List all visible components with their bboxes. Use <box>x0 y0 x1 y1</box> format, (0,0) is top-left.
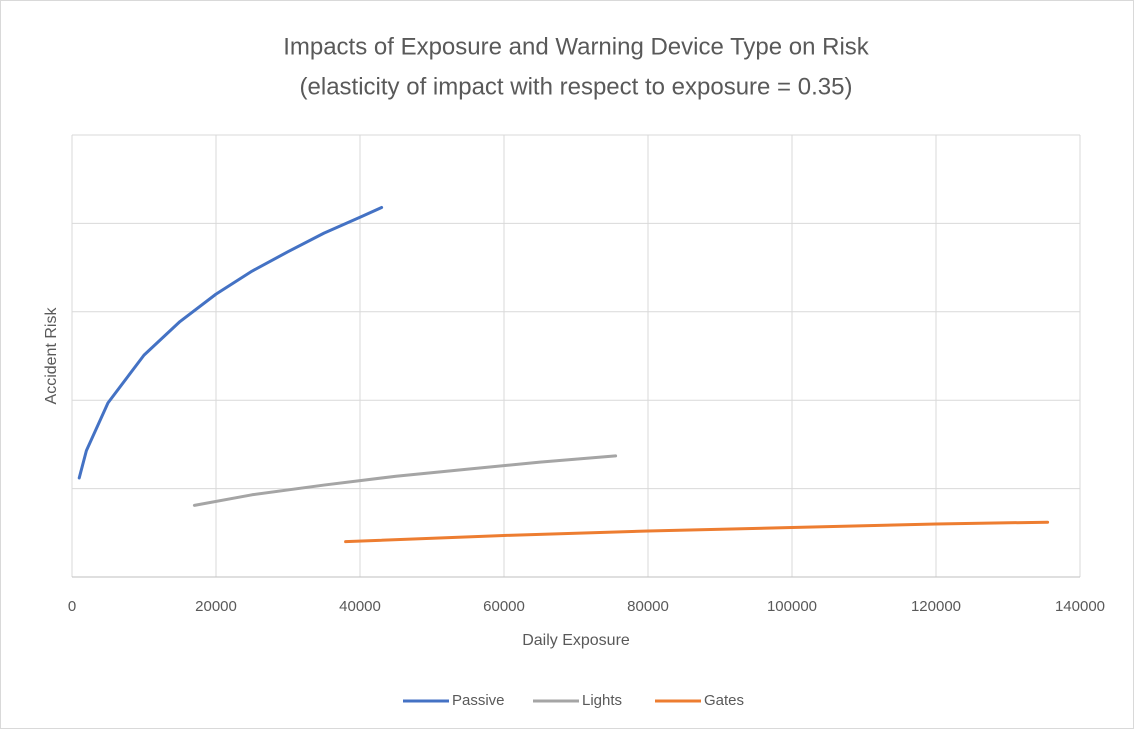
chart-subtitle: (elasticity of impact with respect to ex… <box>300 73 853 100</box>
series-line <box>77 205 384 480</box>
x-tick-label: 0 <box>68 598 76 615</box>
y-axis-label: Accident Risk <box>43 307 60 405</box>
series-line <box>344 520 1050 544</box>
legend-label: Gates <box>704 692 744 709</box>
chart-title: Impacts of Exposure and Warning Device T… <box>283 33 870 60</box>
x-tick-label: 100000 <box>767 598 817 615</box>
x-tick-label: 60000 <box>483 598 525 615</box>
legend-label: Passive <box>452 692 505 709</box>
series-line <box>192 454 618 507</box>
legend-label: Lights <box>582 692 622 709</box>
x-tick-label: 80000 <box>627 598 669 615</box>
x-tick-label: 20000 <box>195 598 237 615</box>
x-tick-label: 40000 <box>339 598 381 615</box>
x-tick-label: 120000 <box>911 598 961 615</box>
x-tick-label: 140000 <box>1055 598 1105 615</box>
x-axis-label: Daily Exposure <box>522 632 630 649</box>
